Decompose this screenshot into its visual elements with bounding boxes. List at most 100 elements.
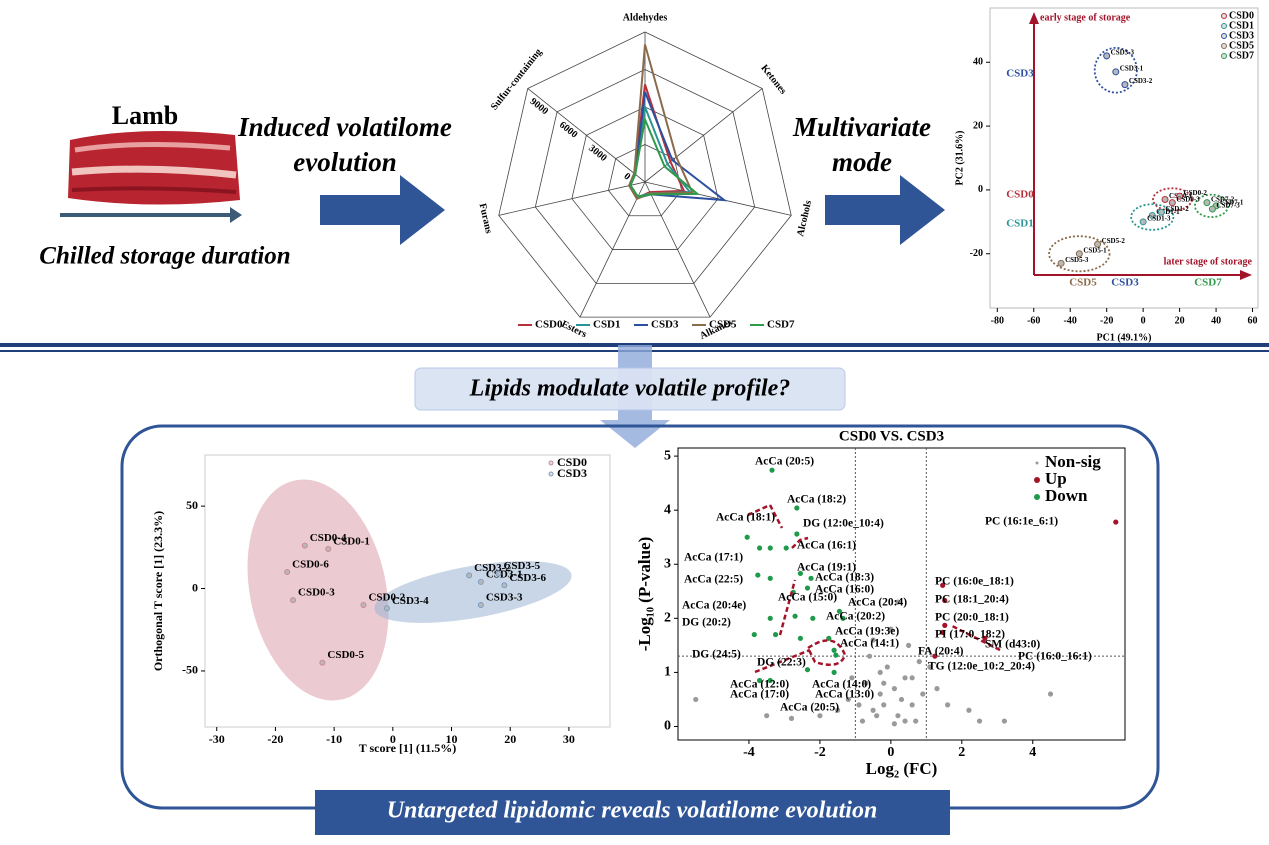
point — [1112, 68, 1120, 76]
radar-series — [628, 44, 695, 201]
x-axis-label: Log₂ (FC) — [866, 759, 938, 778]
point — [877, 691, 883, 697]
point — [895, 713, 901, 719]
radar-axis — [498, 181, 646, 216]
point-label: CSD1-1 — [1156, 208, 1180, 216]
arrow — [825, 175, 945, 245]
point-label: AcCa (16:0) — [815, 584, 874, 596]
x-tick-label: 20 — [1175, 315, 1185, 326]
point — [866, 653, 873, 659]
annotation: CSD3 — [1006, 68, 1034, 80]
step1-line2: evolution — [293, 147, 397, 177]
point — [1075, 250, 1083, 258]
x-tick-label: -40 — [1064, 315, 1077, 326]
y-tick-label: 3 — [664, 556, 671, 571]
legend-label: Non-sig — [1045, 452, 1101, 471]
point-label: AcCa (18:2) — [787, 494, 846, 506]
x-tick-label: -10 — [326, 732, 342, 746]
conclusion: Untargeted lipidomic reveals volatilome … — [387, 798, 878, 824]
point — [290, 597, 297, 604]
point — [940, 582, 946, 588]
point-label: CSD7-3 — [1216, 202, 1240, 210]
y-tick-label: 2 — [664, 611, 671, 626]
x-tick-label: 4 — [1029, 745, 1036, 760]
point — [870, 637, 876, 643]
x-tick-label: -20 — [267, 732, 283, 746]
legend-label: CSD0 — [535, 319, 563, 331]
point — [891, 721, 898, 727]
x-axis-label: PC1 (49.1%) — [1097, 332, 1152, 343]
point — [902, 675, 908, 681]
point — [756, 545, 763, 551]
point — [767, 615, 773, 621]
radar-axis-label: Esters — [560, 319, 589, 341]
point-label: PI (17:0_18:2) — [935, 629, 1005, 641]
y-tick-label: -20 — [970, 248, 983, 259]
point-label: CSD0-5 — [327, 649, 364, 661]
point-label: AcCa (20:5) — [780, 702, 839, 714]
radar-axis-label: Aldehydes — [623, 12, 668, 23]
point — [909, 702, 915, 708]
point-label: AcCa (16:1) — [797, 540, 856, 552]
point — [751, 631, 757, 638]
point-label: CSD0-1 — [333, 535, 370, 547]
legend-marker — [1221, 53, 1227, 59]
callout-line — [949, 623, 1001, 652]
conclusion-box — [315, 790, 950, 835]
legend-marker — [1221, 33, 1227, 39]
point — [1208, 205, 1216, 213]
y-axis-label: -Log₁₀ (P-value) — [635, 537, 654, 652]
point-label: CSD3-1 — [1120, 64, 1144, 72]
point — [870, 707, 876, 713]
point — [1203, 199, 1211, 207]
point-label: CSD0-2 — [368, 592, 405, 604]
grid-ring — [498, 31, 792, 318]
annotation: CSD0 — [1006, 189, 1034, 201]
y-tick-label: 0 — [978, 184, 983, 195]
y-tick-label: 40 — [973, 57, 983, 68]
point — [856, 702, 862, 708]
point-label: FA (20:4) — [918, 646, 964, 658]
point — [804, 667, 811, 673]
plot-frame — [204, 454, 611, 728]
point — [945, 702, 951, 708]
point — [898, 696, 905, 703]
point-label: CSD0-6 — [292, 559, 329, 571]
point — [916, 658, 922, 665]
point-label: TG (12:0e_10:2_20:4) — [928, 661, 1035, 673]
point — [767, 545, 773, 551]
point-label: CSD3-6 — [509, 572, 546, 584]
y-tick-label: 4 — [664, 502, 671, 517]
question-box — [414, 367, 846, 411]
radar-tick-label: 0 — [621, 171, 632, 183]
point-label: AcCa (12:0) — [730, 679, 789, 691]
point-label: CSD5-3 — [1065, 256, 1089, 264]
point — [783, 545, 789, 551]
legend-label: CSD3 — [557, 466, 587, 480]
legend-label: CSD3 — [651, 319, 679, 331]
legend-label: CSD5 — [1229, 40, 1254, 51]
x-tick-label: 60 — [1248, 315, 1258, 326]
x-tick-label: -80 — [991, 315, 1004, 326]
question: Lipids modulate volatile profile? — [469, 376, 791, 402]
point-label: CSD0-4 — [310, 532, 347, 544]
point — [940, 629, 946, 635]
group-ellipse — [1093, 46, 1138, 94]
point-label: CSD1-3 — [1147, 214, 1171, 222]
point-label: SM (d43:0) — [985, 639, 1040, 651]
radar-axis-label: Alcohols — [795, 199, 814, 237]
point — [863, 680, 869, 686]
point-label: AcCa (15:0) — [778, 592, 837, 604]
point — [1113, 519, 1119, 525]
radar-tick-label: 6000 — [557, 120, 579, 141]
plot-frame — [989, 7, 1259, 309]
point — [966, 707, 972, 713]
point — [792, 613, 798, 619]
point-label: CSD0-3 — [1176, 195, 1200, 203]
lamb-label: Lamb — [112, 101, 178, 130]
point-label: PC (16:0e_18:1) — [935, 576, 1014, 588]
step2-line2: mode — [832, 147, 892, 177]
point — [920, 691, 926, 697]
stage-arrow-head — [1240, 270, 1252, 280]
